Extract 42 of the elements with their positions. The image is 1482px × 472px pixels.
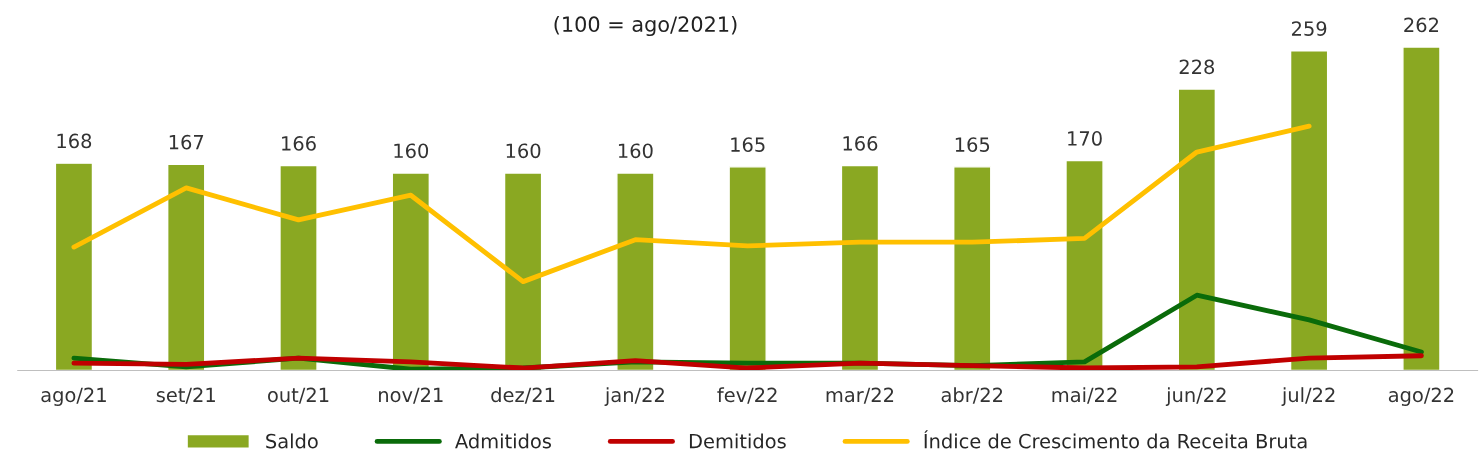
bar: [840, 164, 880, 371]
x-tick-label: mai/22: [1052, 387, 1117, 404]
x-tick-label: mar/22: [826, 387, 894, 404]
data-label: 160: [506, 143, 541, 159]
x-tick-label: nov/21: [379, 387, 443, 404]
data-label: 160: [618, 143, 653, 159]
x-tick-label: jul/22: [1281, 387, 1335, 407]
legend-label: Saldo: [266, 433, 318, 449]
bar: [503, 172, 543, 371]
x-tick-label: ago/21: [41, 387, 106, 407]
x-tick-label: jun/22: [1165, 387, 1226, 407]
bar: [166, 163, 206, 371]
bar: [54, 162, 94, 371]
data-label: 165: [955, 137, 990, 152]
data-label: 160: [394, 143, 429, 159]
bar: [728, 166, 767, 371]
chart-subtitle: (100 = ago/2021): [554, 15, 737, 37]
bar: [1402, 46, 1441, 371]
data-label: 228: [1179, 59, 1215, 75]
bar: [1289, 50, 1329, 371]
x-tick-label: set/21: [156, 387, 215, 404]
legend-label: Admitidos: [455, 433, 551, 449]
legend-label: Índice de Crescimento da Receita Bruta: [924, 430, 1307, 449]
x-tick-label: fev/22: [717, 387, 777, 404]
data-label: 166: [843, 136, 878, 151]
data-label: 168: [57, 133, 92, 149]
data-label: 165: [731, 137, 765, 152]
x-tick-label: ago/22: [1388, 387, 1454, 407]
bar: [616, 172, 655, 371]
x-tick-label: abr/22: [941, 387, 1003, 404]
data-label: 166: [282, 136, 316, 151]
data-label: 170: [1068, 131, 1102, 146]
x-tick-label: jan/22: [604, 387, 664, 407]
data-label: 167: [169, 134, 204, 150]
bar: [1177, 88, 1217, 371]
data-label: 262: [1404, 17, 1439, 33]
x-tick-label: out/21: [268, 387, 329, 404]
data-label: 259: [1291, 21, 1327, 36]
bar: [279, 164, 318, 371]
x-tick-label: dez/21: [491, 387, 555, 404]
legend-label: Demitidos: [689, 433, 786, 449]
bar: [953, 166, 992, 371]
